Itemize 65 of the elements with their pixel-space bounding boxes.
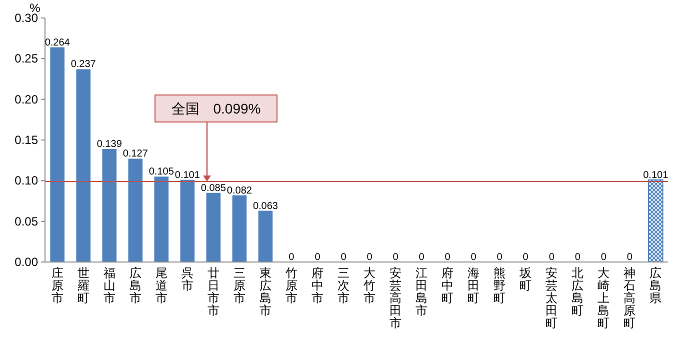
x-tick-label: 江田島市: [416, 266, 428, 318]
x-tick-label: 大崎上島町: [598, 266, 610, 330]
x-tick-label: 神石高原町: [624, 266, 636, 330]
data-label: 0: [314, 252, 321, 263]
data-label: 0: [444, 252, 451, 263]
data-label: 0: [496, 252, 503, 263]
data-label: 0.085: [200, 182, 226, 194]
x-tick-label: 三原市: [233, 266, 246, 305]
y-tick-label: 0.00: [14, 255, 38, 269]
x-tick-label: 広島県: [650, 266, 662, 305]
x-tick-label: 尾道市: [155, 266, 168, 305]
y-tick-label: 0.25: [14, 52, 38, 66]
data-label: 0: [392, 252, 399, 263]
data-label: 0: [340, 252, 347, 263]
data-label: 0.101: [643, 170, 669, 181]
bar: [128, 158, 143, 262]
x-tick-label: 熊野町: [494, 266, 506, 305]
ref-line-label: 全国 0.099%: [171, 100, 261, 116]
x-tick-label: 廿日市市: [207, 266, 220, 318]
data-label: 0: [548, 252, 555, 263]
bar: [102, 148, 117, 262]
data-label: 0.139: [96, 138, 122, 150]
bar: [76, 69, 91, 262]
data-label: 0.127: [122, 148, 148, 160]
x-tick-label: 世羅町: [77, 266, 90, 305]
y-tick-label: 0.20: [14, 92, 38, 106]
data-label: 0.264: [44, 37, 70, 48]
x-tick-label: 竹原市: [285, 266, 298, 305]
bar: [206, 192, 221, 262]
data-label: 0: [626, 252, 633, 263]
bar: [180, 180, 195, 262]
x-tick-label: 北広島町: [572, 266, 584, 318]
bar: [154, 176, 169, 262]
data-label: 0: [574, 252, 581, 263]
bar: [232, 195, 247, 262]
x-tick-label: 大竹市: [364, 266, 376, 305]
data-label: 0.105: [148, 166, 174, 178]
bar: [50, 47, 65, 262]
x-tick-label: 府中町: [442, 266, 454, 305]
x-tick-label: 呉市: [181, 266, 194, 292]
x-tick-label: 福山市: [103, 266, 116, 305]
data-label: 0.237: [70, 59, 96, 70]
bar: [648, 179, 664, 262]
x-tick-label: 府中市: [311, 266, 324, 305]
x-tick-label: 三次市: [337, 266, 350, 305]
data-label: 0: [522, 252, 529, 263]
data-label: 0: [366, 252, 373, 263]
data-label: 0.101: [174, 170, 200, 181]
data-label: 0.063: [252, 200, 278, 212]
data-label: 0: [418, 252, 425, 263]
data-label: 0: [470, 252, 477, 263]
data-label: 0: [288, 252, 295, 263]
y-tick-label: 0.15: [14, 133, 38, 147]
x-tick-label: 坂町: [518, 266, 532, 292]
data-label: 0.082: [226, 185, 252, 196]
bar: [258, 210, 273, 262]
x-tick-label: 東広島市: [259, 266, 272, 318]
data-label: 0: [600, 252, 607, 263]
x-tick-label: 庄原市: [51, 266, 64, 305]
x-tick-label: 広島市: [129, 266, 142, 305]
y-tick-label: 0.10: [14, 174, 38, 188]
x-tick-label: 海田町: [468, 266, 480, 305]
x-tick-label: 安芸高田市: [390, 266, 402, 330]
y-tick-label: 0.05: [14, 214, 38, 228]
x-tick-label: 安芸太田町: [546, 266, 558, 330]
